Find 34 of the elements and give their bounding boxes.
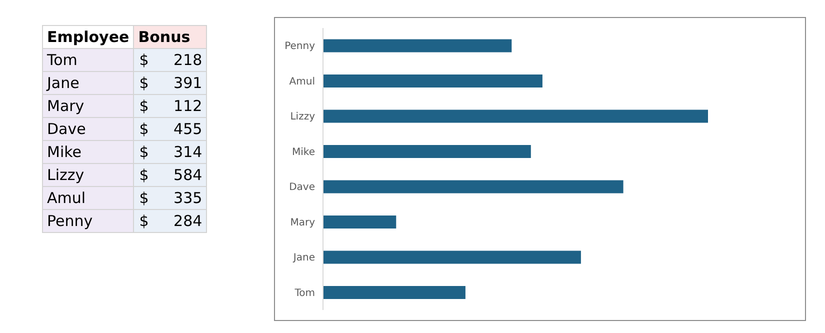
- category-label: Tom: [42, 48, 134, 72]
- y-tick-label: Jane: [292, 252, 315, 264]
- y-tick-label: Amul: [289, 76, 315, 88]
- category-label: Amul: [42, 186, 134, 210]
- bar: [323, 180, 624, 194]
- bar: [323, 39, 512, 52]
- y-tick-label: Lizzy: [290, 112, 316, 123]
- y-tick-label: Penny: [284, 41, 316, 52]
- bar: [323, 286, 466, 300]
- text: $ 584: [139, 166, 202, 184]
- y-tick-label: Dave: [289, 182, 315, 194]
- category-label: Dave: [42, 118, 134, 140]
- text: $ 284: [139, 212, 202, 230]
- text: $ 391: [139, 74, 202, 92]
- bar: [323, 110, 708, 123]
- category-label: Jane: [42, 72, 134, 94]
- text: Employee: [42, 26, 134, 48]
- text: $ 455: [139, 120, 202, 138]
- text: $ 218: [139, 51, 202, 69]
- y-tick-label: Tom: [294, 288, 315, 299]
- bar: [323, 145, 531, 158]
- text: $ 335: [139, 189, 202, 207]
- bar: [323, 74, 542, 88]
- bar: [323, 216, 396, 229]
- category-label: Mike: [42, 140, 134, 164]
- y-tick-label: Mike: [292, 146, 315, 158]
- bar: [323, 250, 581, 264]
- text: Bonus: [134, 26, 207, 48]
- text: $ 314: [139, 143, 202, 161]
- category-label: Lizzy: [42, 164, 134, 186]
- text: $ 112: [139, 97, 202, 115]
- category-label: Mary: [42, 94, 134, 118]
- y-tick-label: Mary: [290, 217, 316, 228]
- category-label: Penny: [42, 210, 134, 232]
